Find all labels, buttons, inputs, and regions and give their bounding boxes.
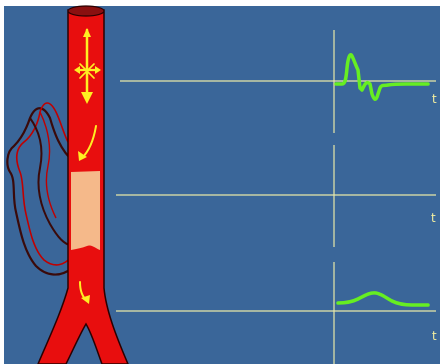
collateral-inner xyxy=(15,102,75,266)
artery-opening xyxy=(67,5,105,17)
flow-arrow-diag-b xyxy=(79,63,95,79)
time-axes xyxy=(116,30,436,364)
flow-arrow-right-head-icon xyxy=(95,66,101,74)
flow-arrow-main-head-icon xyxy=(81,92,93,104)
collateral-branch xyxy=(29,117,73,247)
pressure-waveforms xyxy=(334,53,430,307)
waveform-top xyxy=(334,53,430,101)
collateral-branch-red xyxy=(39,111,57,219)
flow-arrow-up-head-icon xyxy=(83,28,91,37)
collateral-vessel xyxy=(6,102,75,276)
artery xyxy=(37,5,129,364)
plaque-stenosis xyxy=(71,171,100,250)
collateral-outer xyxy=(6,107,75,276)
flow-arrows xyxy=(74,28,101,304)
flow-arrow-left-head-icon xyxy=(74,66,80,74)
flow-arrow-curve-lower-head-icon xyxy=(81,295,90,304)
flow-arrow-curve-upper-head-icon xyxy=(78,151,87,161)
time-label-bottom: t xyxy=(432,329,437,343)
waveform-bottom xyxy=(336,291,430,307)
time-label-top: t xyxy=(432,92,437,106)
time-label-middle: t xyxy=(431,211,436,225)
